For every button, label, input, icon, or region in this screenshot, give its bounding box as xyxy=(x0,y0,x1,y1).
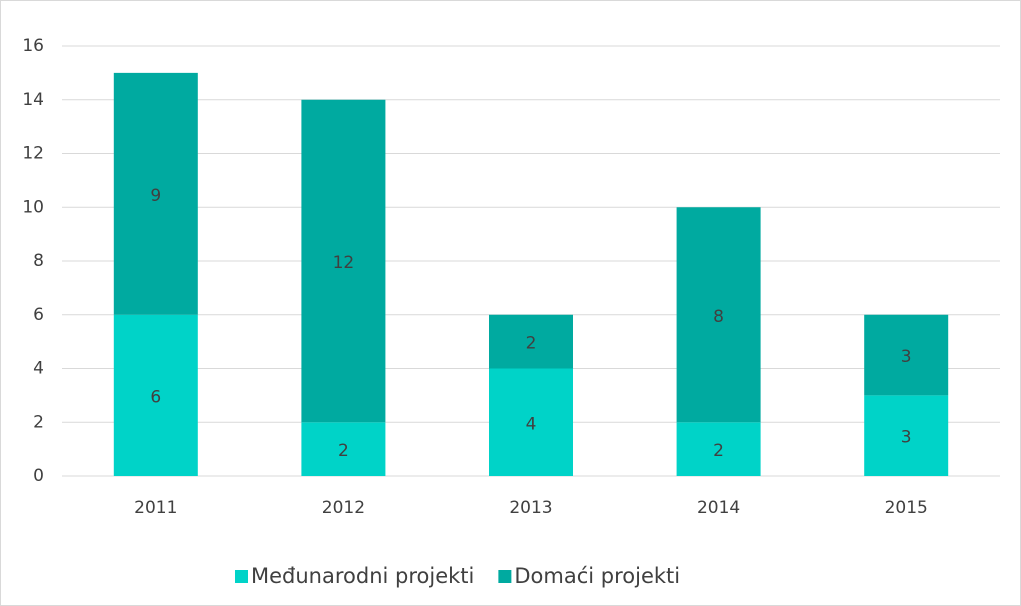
legend-label: Domaći projekti xyxy=(514,564,680,588)
data-label: 9 xyxy=(150,186,161,206)
x-tick-label: 2013 xyxy=(509,498,552,518)
y-tick-label: 12 xyxy=(22,144,44,164)
bar xyxy=(113,314,198,476)
legend-swatch xyxy=(498,570,512,583)
y-tick-label: 6 xyxy=(33,305,44,325)
legend-swatch xyxy=(235,570,248,583)
y-tick-label: 14 xyxy=(22,90,44,110)
data-label: 8 xyxy=(713,307,724,327)
bar xyxy=(489,368,573,476)
data-label: 3 xyxy=(901,428,912,448)
bar xyxy=(113,72,198,315)
legend-label: Međunarodni projekti xyxy=(251,564,474,588)
bar xyxy=(864,314,949,396)
data-label: 4 xyxy=(526,414,537,434)
y-tick-label: 16 xyxy=(22,36,44,56)
data-label: 6 xyxy=(150,387,161,407)
y-tick-label: 4 xyxy=(33,359,44,379)
x-tick-label: 2012 xyxy=(322,498,365,518)
bar xyxy=(301,422,386,476)
x-tick-label: 2015 xyxy=(885,498,928,518)
y-tick-label: 0 xyxy=(33,466,44,486)
data-label: 12 xyxy=(333,253,355,273)
bar xyxy=(489,314,573,369)
bar xyxy=(676,207,761,423)
data-label: 2 xyxy=(713,441,724,461)
data-label: 2 xyxy=(526,334,537,354)
bar xyxy=(676,422,761,476)
y-tick-label: 8 xyxy=(33,251,44,271)
data-label: 3 xyxy=(901,347,912,367)
x-tick-label: 2011 xyxy=(134,498,177,518)
data-label: 2 xyxy=(338,441,349,461)
y-tick-label: 10 xyxy=(22,197,44,217)
x-tick-label: 2014 xyxy=(697,498,740,518)
bar xyxy=(301,99,386,423)
y-tick-label: 2 xyxy=(33,412,44,432)
bar xyxy=(864,395,949,476)
